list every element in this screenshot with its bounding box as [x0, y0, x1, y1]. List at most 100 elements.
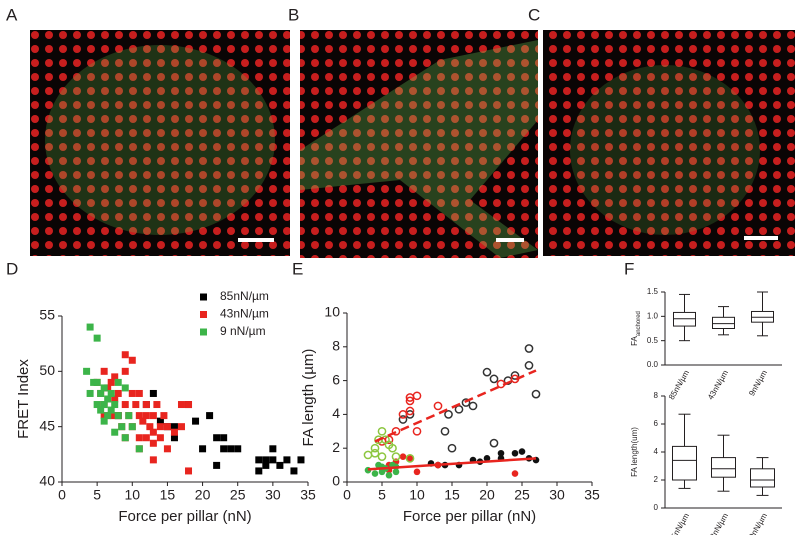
point — [399, 453, 407, 460]
point — [227, 445, 235, 453]
point — [531, 389, 541, 399]
point — [121, 434, 129, 442]
point — [412, 391, 422, 401]
point — [199, 445, 207, 453]
point — [83, 367, 91, 375]
y-tick-label: 1.5 — [647, 287, 659, 296]
panel-label: B — [288, 5, 299, 24]
point — [97, 389, 105, 397]
point — [93, 378, 101, 386]
panel-label: E — [292, 259, 303, 278]
x-tick-label: 0 — [58, 487, 66, 503]
y-tick-label: 6 — [332, 371, 340, 387]
point — [262, 461, 270, 469]
point — [370, 443, 380, 453]
point — [433, 401, 443, 411]
point — [107, 406, 115, 414]
point — [128, 423, 136, 431]
point — [149, 428, 157, 436]
point — [518, 448, 526, 455]
legend-swatch — [200, 311, 207, 318]
point — [104, 395, 112, 403]
point — [142, 401, 150, 409]
point — [524, 344, 534, 353]
x-tick-label: 25 — [514, 487, 530, 503]
x-tick-label: 15 — [444, 487, 460, 503]
point — [135, 445, 143, 453]
point — [177, 401, 185, 409]
point — [489, 438, 499, 448]
point — [297, 456, 305, 464]
x-tick-label: 5 — [378, 487, 386, 503]
y-tick-label: 0.0 — [647, 360, 659, 369]
point — [468, 401, 478, 411]
x-tick-label: 20 — [479, 487, 495, 503]
point — [405, 453, 415, 463]
y-axis-label: FAanchored — [630, 311, 641, 346]
point — [100, 401, 108, 409]
x-tick-label: 30 — [549, 487, 565, 503]
x-tick-label: 43nN/µm — [706, 368, 730, 401]
point — [283, 456, 291, 464]
image-c — [543, 30, 795, 256]
point — [149, 456, 157, 464]
point — [412, 426, 422, 436]
y-tick-label: 1.0 — [647, 311, 659, 320]
y-tick-label: 2 — [332, 439, 340, 455]
point — [153, 401, 161, 409]
point — [149, 439, 157, 447]
point — [398, 415, 408, 424]
point — [206, 412, 214, 420]
x-tick-label: 10 — [124, 487, 140, 503]
y-axis-label-main: FRET Index — [15, 359, 32, 439]
point — [111, 395, 119, 403]
y-tick-label: 10 — [324, 304, 340, 320]
point — [128, 389, 136, 397]
point — [377, 426, 387, 436]
y-axis-label: FRET Index — [15, 359, 32, 439]
y-tick-label: 0 — [332, 473, 340, 489]
point — [440, 426, 450, 436]
box — [711, 457, 736, 478]
x-tick-label: 35 — [300, 487, 316, 503]
x-tick-label: 9nN/µm — [747, 511, 769, 535]
point — [391, 452, 401, 461]
point — [255, 467, 263, 475]
point — [121, 384, 129, 392]
point — [107, 412, 115, 420]
point — [370, 448, 380, 458]
point — [163, 445, 171, 453]
y-tick-label: 0 — [654, 503, 659, 512]
point — [392, 468, 400, 476]
box — [750, 468, 775, 488]
point — [276, 461, 284, 469]
y-axis-label-sub: anchored — [636, 311, 642, 336]
point — [290, 467, 298, 475]
point — [255, 456, 263, 464]
point — [86, 323, 94, 331]
point — [142, 412, 150, 420]
point — [139, 417, 147, 425]
y-tick-label: 0.5 — [647, 336, 659, 345]
panel-label: F — [624, 259, 634, 278]
point — [234, 445, 242, 453]
point — [104, 384, 112, 392]
point — [97, 406, 105, 414]
point — [149, 412, 157, 420]
x-axis-label: Force per pillar (nN) — [403, 508, 536, 525]
point — [107, 389, 115, 397]
point — [170, 423, 178, 431]
y-tick-label: 40 — [39, 473, 55, 489]
x-tick-label: 9nN/µm — [747, 368, 769, 397]
point — [90, 378, 98, 386]
y-tick-label: 4 — [654, 447, 659, 456]
point — [149, 389, 157, 397]
y-tick-label: 55 — [39, 307, 55, 323]
x-tick-label: 0 — [343, 487, 351, 503]
point — [177, 423, 185, 431]
point — [385, 471, 393, 479]
point — [107, 378, 115, 386]
y-tick-label: 50 — [39, 362, 55, 378]
x-tick-label: 85nN/µm — [667, 368, 691, 401]
